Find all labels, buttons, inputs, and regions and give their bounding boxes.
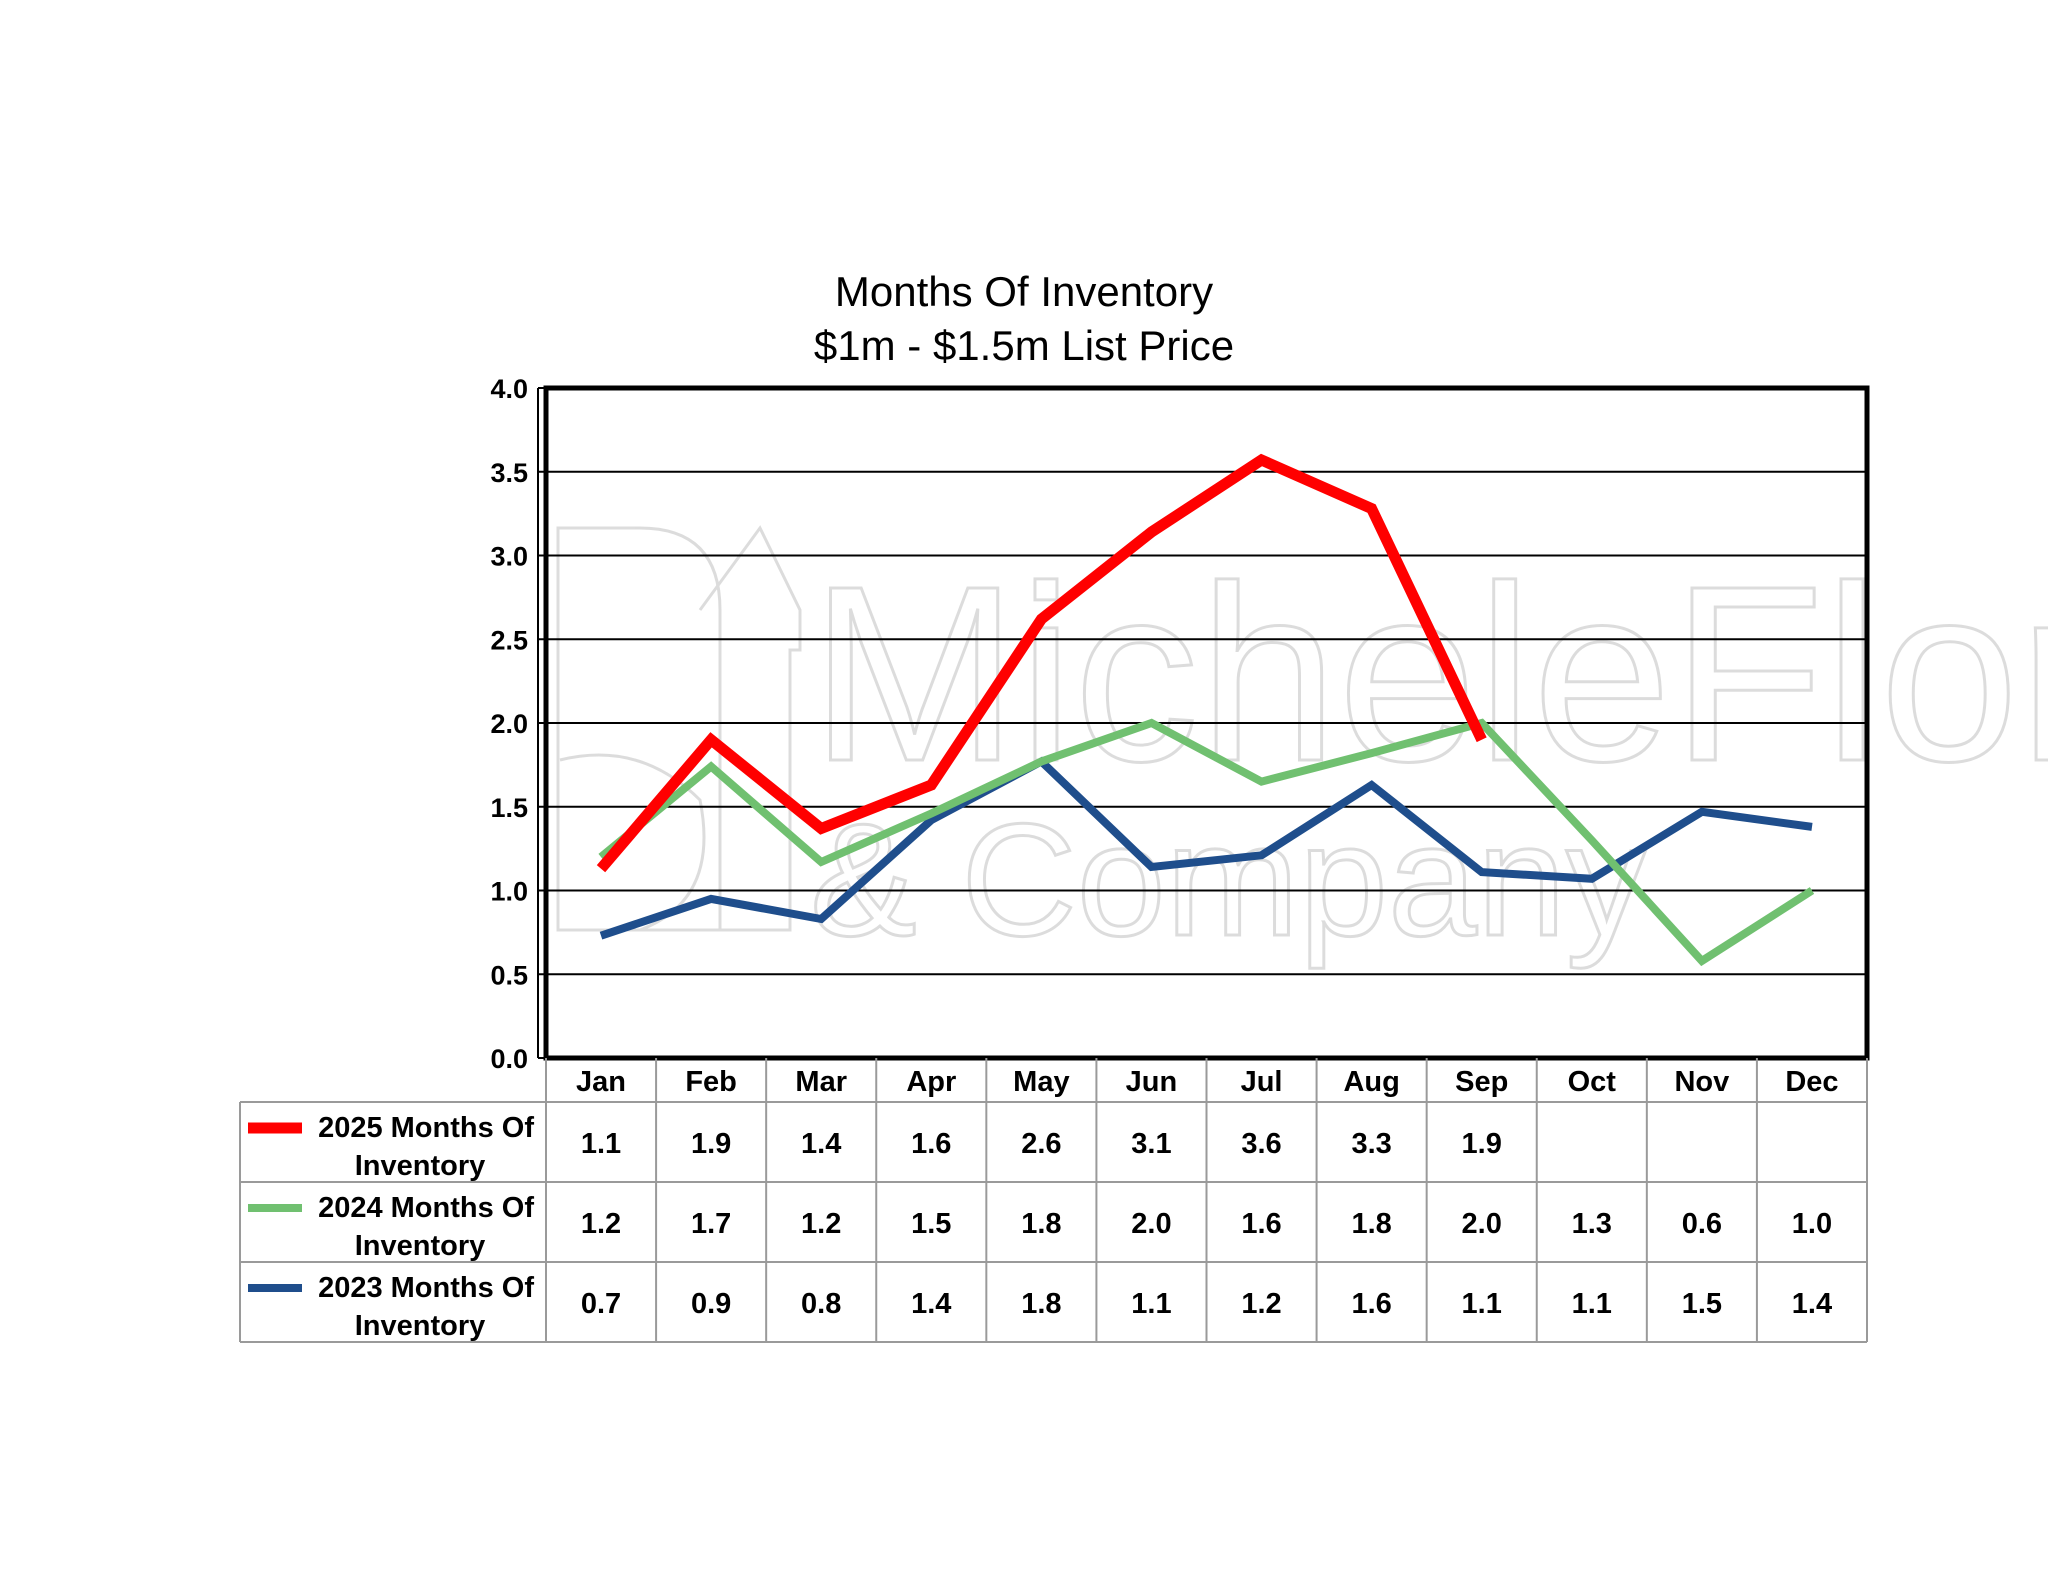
x-tick-label: Nov bbox=[1674, 1066, 1729, 1098]
x-tick-label: Jan bbox=[576, 1066, 626, 1098]
data-label: 0.9 bbox=[691, 1288, 731, 1320]
data-label: 1.4 bbox=[801, 1128, 841, 1160]
data-label: 1.4 bbox=[1792, 1288, 1832, 1320]
x-tick-label: Mar bbox=[795, 1066, 847, 1098]
series-lines bbox=[596, 453, 1815, 967]
data-label: 1.2 bbox=[1241, 1288, 1281, 1320]
watermark-line2: & Company bbox=[810, 790, 1646, 969]
x-tick-label: Sep bbox=[1455, 1066, 1508, 1098]
y-tick-label: 0.5 bbox=[490, 960, 528, 990]
data-label: 1.6 bbox=[911, 1128, 951, 1160]
data-label: 2.6 bbox=[1021, 1128, 1061, 1160]
data-table: Jan Feb Mar Apr May Jun Jul Aug Sep Oct Nov Dec 2025… bbox=[239, 1058, 1868, 1343]
chart-subtitle: $1m - $1.5m List Price bbox=[814, 322, 1234, 369]
data-label: 3.3 bbox=[1351, 1128, 1391, 1160]
legend-label: 2025 Months Of bbox=[318, 1112, 534, 1144]
data-label: 1.0 bbox=[1792, 1208, 1832, 1240]
y-tick-label: 1.0 bbox=[490, 877, 528, 907]
data-label: 1.6 bbox=[1241, 1208, 1281, 1240]
x-tick-label: Aug bbox=[1343, 1066, 1399, 1098]
data-label: 0.6 bbox=[1682, 1208, 1722, 1240]
x-tick-label: May bbox=[1013, 1066, 1069, 1098]
legend-label: 2024 Months Of bbox=[318, 1192, 534, 1224]
y-tick-label: 3.5 bbox=[490, 458, 528, 488]
y-tick-label: 0.0 bbox=[490, 1044, 528, 1074]
legend-label: Inventory bbox=[355, 1310, 486, 1342]
x-tick-label: Jun bbox=[1126, 1066, 1178, 1098]
data-label: 1.2 bbox=[801, 1208, 841, 1240]
y-tick-label: 4.0 bbox=[490, 374, 528, 404]
legend-label: 2023 Months Of bbox=[318, 1272, 534, 1304]
data-label: 1.7 bbox=[691, 1208, 731, 1240]
house-logo-icon bbox=[556, 525, 802, 932]
data-label: 1.8 bbox=[1021, 1288, 1061, 1320]
grid bbox=[546, 470, 1867, 976]
data-label: 3.6 bbox=[1241, 1128, 1281, 1160]
series-line-1 bbox=[598, 718, 1815, 967]
x-tick-label: Feb bbox=[685, 1066, 737, 1098]
x-tick-label: Dec bbox=[1785, 1066, 1838, 1098]
data-label: 2.0 bbox=[1462, 1208, 1502, 1240]
watermark-line1: MicheleFlory bbox=[810, 534, 2048, 813]
data-label: 1.5 bbox=[911, 1208, 951, 1240]
data-label: 0.8 bbox=[801, 1288, 841, 1320]
data-label: 1.1 bbox=[1572, 1288, 1612, 1320]
legend-label: Inventory bbox=[355, 1230, 486, 1262]
watermark: MicheleFlory & Company bbox=[556, 525, 2048, 971]
data-label: 0.7 bbox=[581, 1288, 621, 1320]
data-label: 1.1 bbox=[1462, 1288, 1502, 1320]
data-label: 2.0 bbox=[1131, 1208, 1171, 1240]
y-tick-label: 3.0 bbox=[490, 542, 528, 572]
data-label: 1.9 bbox=[1462, 1128, 1502, 1160]
data-label: 1.4 bbox=[911, 1288, 951, 1320]
data-label: 1.1 bbox=[1131, 1288, 1171, 1320]
data-label: 1.2 bbox=[581, 1208, 621, 1240]
y-tick-label: 1.5 bbox=[490, 793, 528, 823]
data-label: 3.1 bbox=[1131, 1128, 1171, 1160]
data-label: 1.6 bbox=[1351, 1288, 1391, 1320]
data-label: 1.8 bbox=[1021, 1208, 1061, 1240]
data-label: 1.5 bbox=[1682, 1288, 1722, 1320]
chart-title: Months Of Inventory bbox=[835, 268, 1213, 315]
legend-label: Inventory bbox=[355, 1150, 486, 1182]
series-line-2 bbox=[599, 756, 1813, 940]
x-tick-label: Apr bbox=[906, 1066, 956, 1098]
data-label: 1.9 bbox=[691, 1128, 731, 1160]
data-label: 1.3 bbox=[1572, 1208, 1612, 1240]
x-tick-label: Oct bbox=[1568, 1066, 1617, 1098]
series-line-0 bbox=[596, 453, 1487, 873]
data-label: 1.1 bbox=[581, 1128, 621, 1160]
y-tick-label: 2.0 bbox=[490, 709, 528, 739]
x-tick-label: Jul bbox=[1241, 1066, 1283, 1098]
y-tick-label: 2.5 bbox=[490, 625, 528, 655]
data-label: 1.8 bbox=[1351, 1208, 1391, 1240]
